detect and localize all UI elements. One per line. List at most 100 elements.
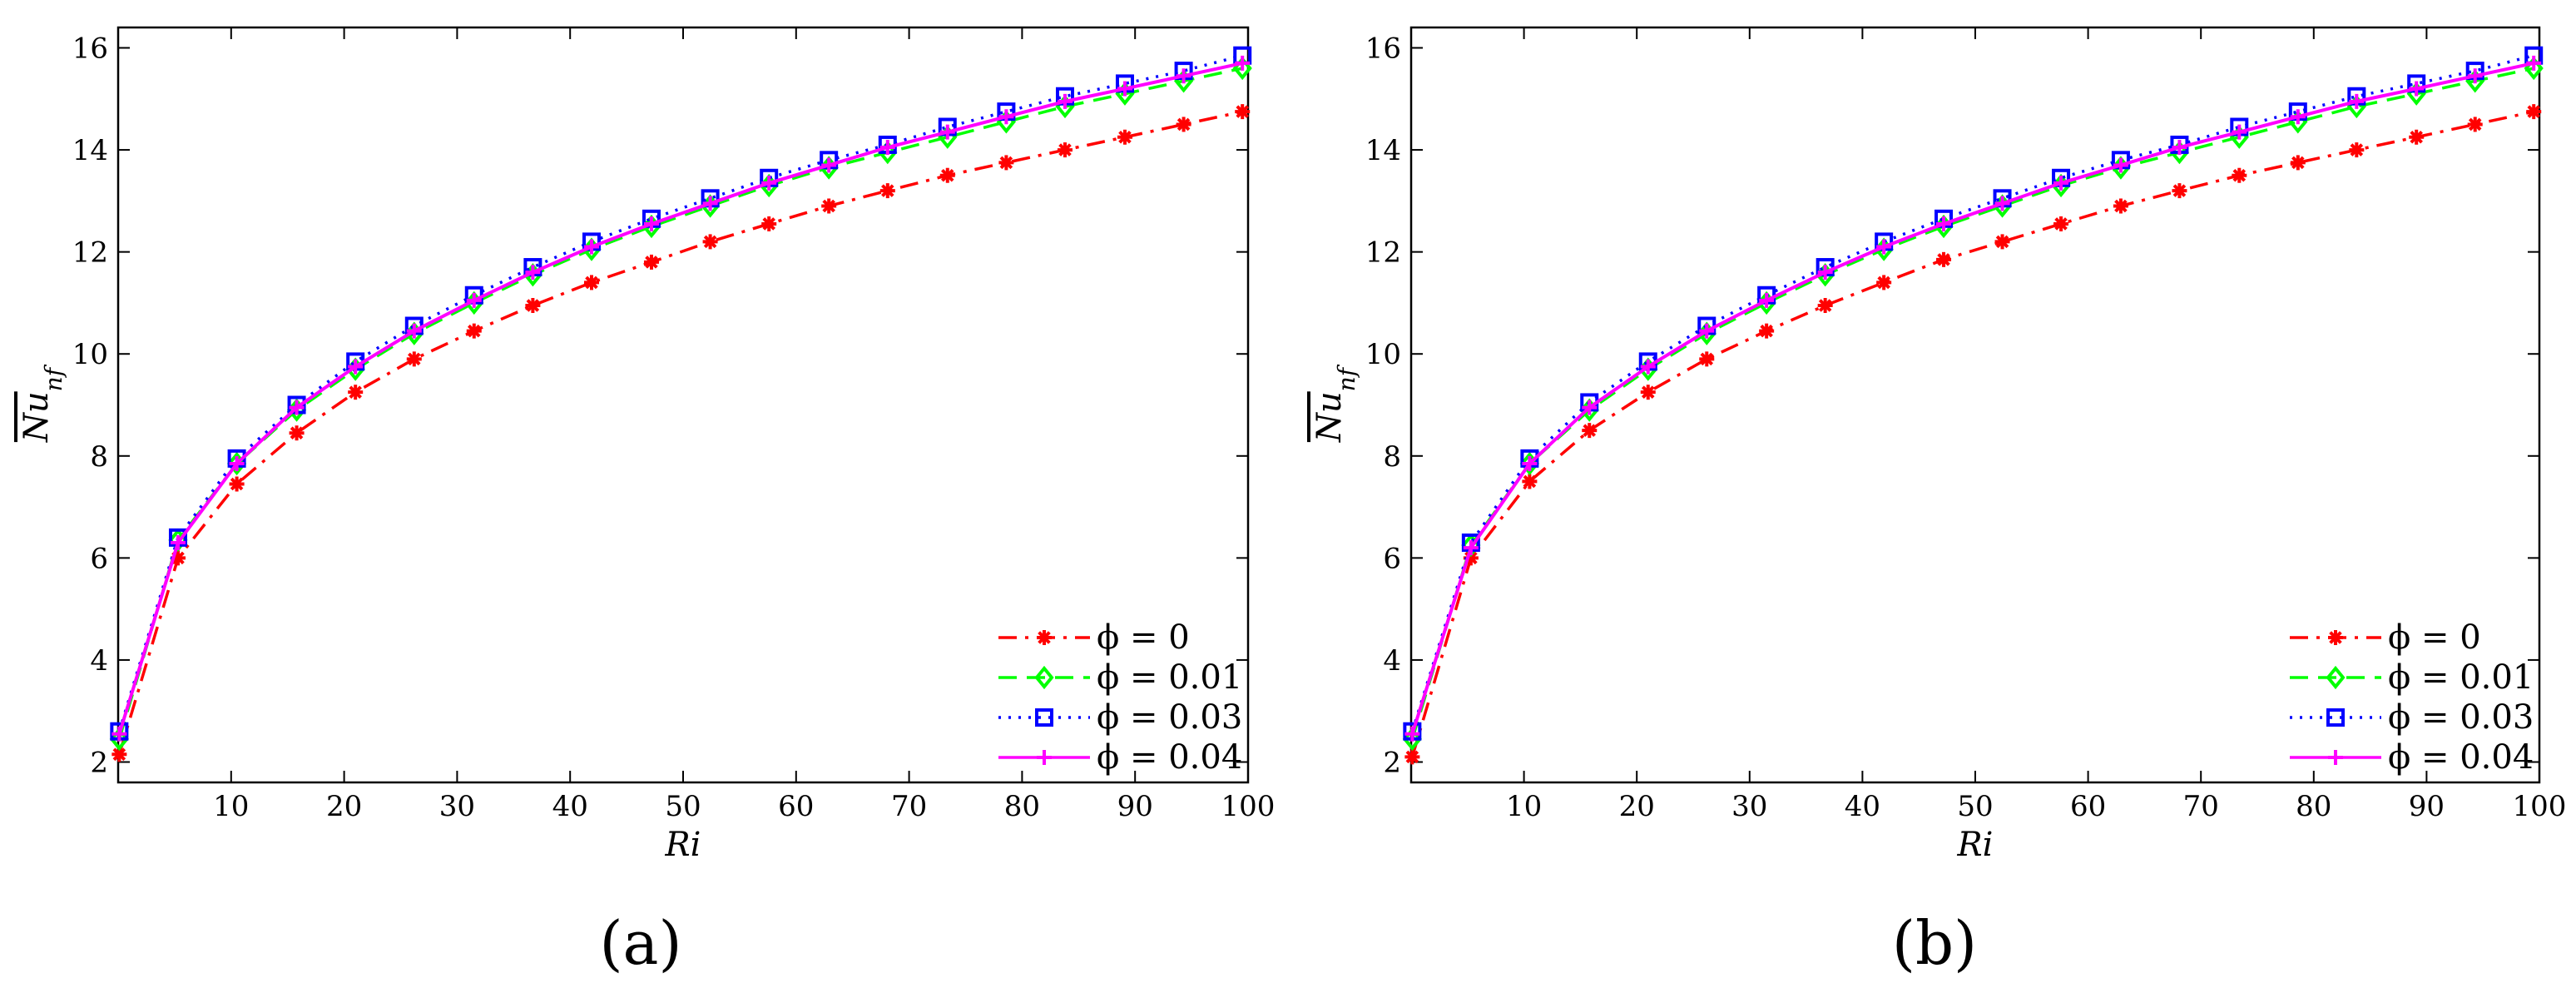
data-point xyxy=(2526,55,2542,71)
x-tick-label: 40 xyxy=(1845,790,1880,823)
data-point xyxy=(1936,251,1952,267)
data-point xyxy=(939,124,955,140)
data-point xyxy=(1117,81,1132,97)
legend-entry: ϕ = 0.04 xyxy=(2388,738,2534,777)
y-tick-label: 2 xyxy=(90,746,108,779)
panel-caption: (a) xyxy=(599,908,681,978)
data-point xyxy=(643,254,659,270)
data-point xyxy=(170,534,186,550)
series-1 xyxy=(1402,56,2544,752)
x-tick-label: 30 xyxy=(1731,790,1767,823)
series-0 xyxy=(111,104,1251,762)
legend-entry: ϕ = 0 xyxy=(1097,618,1190,657)
data-point xyxy=(2290,155,2306,171)
x-axis-label: Ri xyxy=(665,826,701,864)
data-point xyxy=(1463,540,1479,556)
data-point xyxy=(879,183,895,199)
data-point xyxy=(2172,183,2187,199)
data-point xyxy=(1876,275,1892,290)
data-point xyxy=(2290,109,2306,125)
series-2 xyxy=(110,46,1252,741)
x-tick-label: 70 xyxy=(891,790,927,823)
data-point xyxy=(229,476,245,492)
data-point xyxy=(109,727,129,752)
legend-marker xyxy=(1037,750,1052,765)
data-point xyxy=(1876,239,1892,255)
y-tick-label: 6 xyxy=(1383,542,1401,575)
data-point xyxy=(998,109,1014,125)
data-point xyxy=(2526,104,2542,120)
data-point xyxy=(1176,68,1191,84)
data-point xyxy=(406,351,422,367)
x-tick-label: 80 xyxy=(2296,790,2331,823)
y-tick-label: 14 xyxy=(1365,134,1401,167)
data-point xyxy=(1522,474,1538,489)
series-line xyxy=(1410,61,2534,735)
data-point xyxy=(1404,726,1420,742)
legend-marker xyxy=(1034,665,1054,690)
data-point xyxy=(229,455,245,471)
data-point xyxy=(2409,81,2425,97)
y-tick-label: 2 xyxy=(1383,746,1401,779)
x-tick-label: 40 xyxy=(552,790,588,823)
data-point xyxy=(2467,117,2483,132)
y-tick-label: 12 xyxy=(1365,236,1401,270)
data-point xyxy=(2232,167,2247,183)
data-point xyxy=(1058,93,1073,109)
data-point xyxy=(2172,140,2187,156)
x-tick-label: 100 xyxy=(1221,790,1276,823)
data-point xyxy=(1640,359,1656,375)
data-point xyxy=(584,275,600,290)
data-point xyxy=(1582,400,1598,415)
data-point xyxy=(702,196,718,211)
series-line xyxy=(1410,67,2534,740)
data-point xyxy=(761,216,777,231)
x-tick-label: 20 xyxy=(1619,790,1655,823)
x-tick-label: 20 xyxy=(326,790,362,823)
data-point xyxy=(939,167,955,183)
data-point xyxy=(1235,55,1251,71)
x-axis-label: Ri xyxy=(1957,826,1994,864)
data-point xyxy=(1235,104,1251,120)
data-point xyxy=(761,175,777,191)
legend-entry: ϕ = 0 xyxy=(2388,618,2481,657)
data-point xyxy=(1994,234,2010,250)
data-point xyxy=(2053,175,2069,191)
panel-caption: (b) xyxy=(1892,908,1977,978)
y-tick-label: 10 xyxy=(72,338,108,371)
data-point xyxy=(998,155,1014,171)
data-point xyxy=(1699,351,1715,367)
data-point xyxy=(1699,323,1715,339)
data-point xyxy=(1522,455,1538,471)
x-tick-label: 80 xyxy=(1004,790,1040,823)
x-tick-label: 10 xyxy=(213,790,249,823)
legend-entry: ϕ = 0.04 xyxy=(1097,738,1242,777)
data-point xyxy=(525,297,541,313)
series-line xyxy=(117,54,1243,732)
data-point xyxy=(111,726,127,742)
data-point xyxy=(2409,129,2425,145)
legend-entry: ϕ = 0.01 xyxy=(1097,658,1242,697)
data-point xyxy=(2349,93,2365,109)
x-tick-label: 60 xyxy=(778,790,814,823)
data-point xyxy=(821,157,837,173)
x-tick-label: 100 xyxy=(2513,790,2567,823)
x-tick-label: 10 xyxy=(1506,790,1542,823)
y-axis-label: Nunf xyxy=(17,364,67,443)
y-tick-label: 4 xyxy=(90,644,108,678)
legend-entry: ϕ = 0.03 xyxy=(1097,698,1242,737)
data-point xyxy=(1640,385,1656,400)
y-tick-label: 8 xyxy=(1383,440,1401,474)
data-point xyxy=(1404,749,1420,765)
x-tick-label: 90 xyxy=(2409,790,2445,823)
series-1 xyxy=(109,56,1252,752)
data-point xyxy=(1402,727,1422,752)
data-point xyxy=(1759,292,1775,308)
legend-entry: ϕ = 0.01 xyxy=(2388,658,2534,697)
series-line xyxy=(117,67,1243,740)
data-point xyxy=(348,385,364,400)
y-axis-label: Nunf xyxy=(1310,364,1360,443)
data-point xyxy=(348,359,364,375)
data-point xyxy=(525,265,541,281)
